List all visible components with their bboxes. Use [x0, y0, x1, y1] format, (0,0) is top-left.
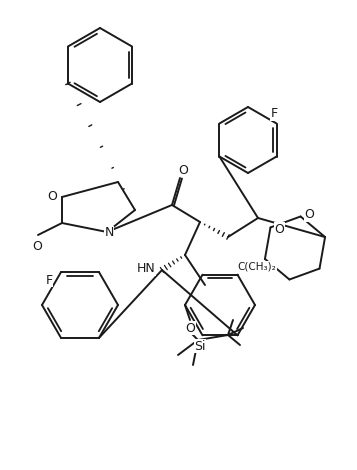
Text: O: O [275, 223, 285, 236]
Text: O: O [47, 190, 57, 204]
Text: N: N [104, 227, 114, 240]
Text: O: O [178, 164, 188, 177]
Text: C(CH₃)₂: C(CH₃)₂ [237, 262, 276, 272]
Text: O: O [32, 240, 42, 252]
Text: F: F [45, 274, 52, 287]
Text: F: F [271, 107, 278, 120]
Text: O: O [185, 321, 195, 335]
Text: Si: Si [194, 339, 206, 352]
Text: O: O [305, 208, 315, 221]
Text: HN: HN [137, 263, 155, 275]
